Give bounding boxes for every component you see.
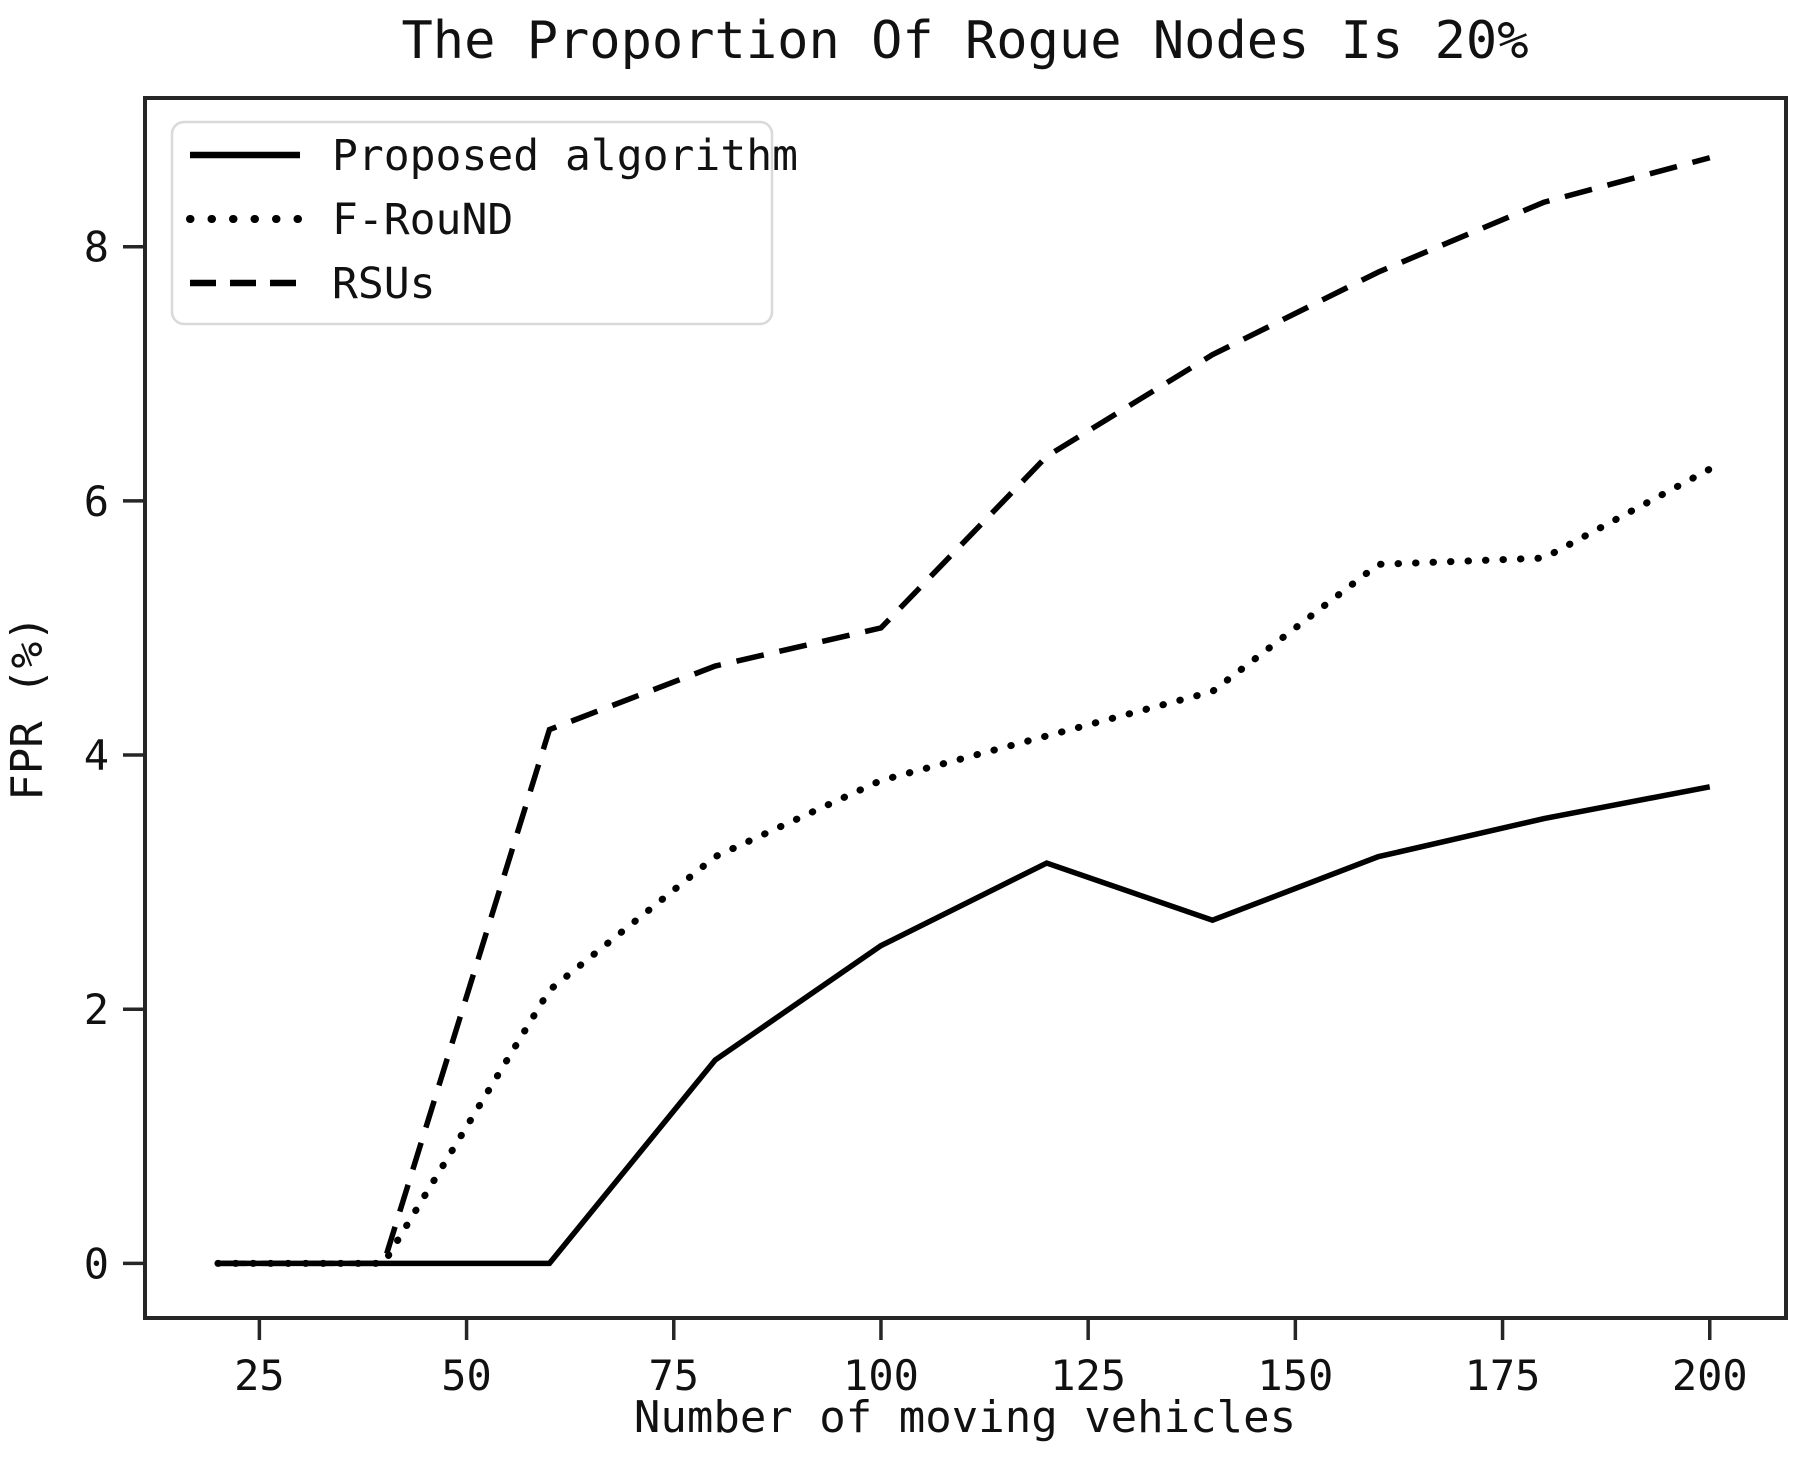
legend-entry-label: Proposed algorithm bbox=[332, 131, 798, 181]
x-tick-label: 75 bbox=[648, 1351, 699, 1400]
x-tick-label: 150 bbox=[1257, 1351, 1333, 1400]
y-tick-label: 6 bbox=[84, 477, 109, 526]
legend-entry-label: RSUs bbox=[332, 259, 436, 309]
chart-title: The Proportion Of Rogue Nodes Is 20% bbox=[401, 11, 1528, 71]
legend-box bbox=[170, 120, 774, 326]
legend-entry-label: F-RouND bbox=[332, 195, 513, 245]
plot-area: 25 50 75 100 125 150 175 200 0 2 4 6 8 Proposed algor… bbox=[84, 96, 1788, 1400]
y-tick-label: 0 bbox=[84, 1239, 109, 1288]
axes-spines bbox=[143, 96, 1788, 1320]
x-tick-label: 100 bbox=[843, 1351, 919, 1400]
x-axis-label: Number of moving vehicles bbox=[634, 1392, 1296, 1443]
x-tick-label: 25 bbox=[234, 1351, 285, 1400]
y-axis-label: FPR (%) bbox=[2, 615, 53, 800]
series-rsus bbox=[217, 155, 1711, 1267]
y-tick-label: 2 bbox=[84, 985, 109, 1034]
x-tick-label: 175 bbox=[1465, 1351, 1541, 1400]
series-f-round bbox=[214, 465, 1714, 1267]
x-tick-label: 200 bbox=[1672, 1351, 1748, 1400]
y-tick-label: 4 bbox=[84, 731, 109, 780]
x-tick-label: 125 bbox=[1050, 1351, 1126, 1400]
x-tick-label: 50 bbox=[441, 1351, 492, 1400]
series-proposed-algorithm bbox=[217, 784, 1711, 1267]
y-tick-label: 8 bbox=[84, 223, 109, 272]
